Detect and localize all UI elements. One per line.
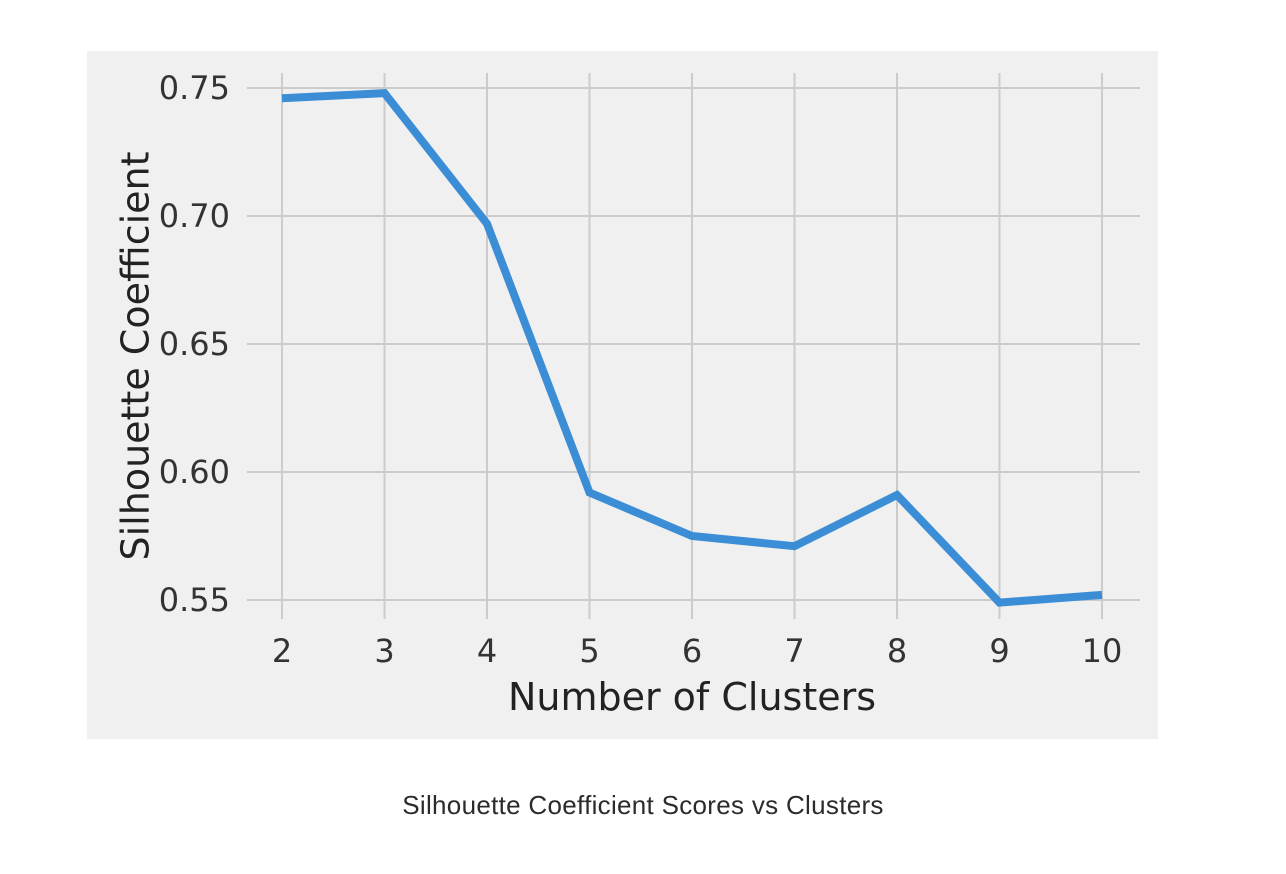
y-tick-label: 0.55 xyxy=(159,581,230,619)
chart-figure: 2 3 4 5 6 7 8 9 10 0.55 0.60 0.65 0.70 0.75 Number o… xyxy=(87,51,1158,739)
x-gridlines xyxy=(281,73,1103,619)
y-tick-label: 0.75 xyxy=(159,69,230,107)
x-tick-label: 4 xyxy=(477,632,497,670)
y-gridlines xyxy=(247,87,1140,601)
x-tick-label: 7 xyxy=(784,632,804,670)
x-tick-label: 3 xyxy=(374,632,394,670)
y-tick-label: 0.65 xyxy=(159,325,230,363)
figure-caption: Silhouette Coefficient Scores vs Cluster… xyxy=(402,790,884,820)
x-axis-label: Number of Clusters xyxy=(508,675,876,719)
x-tick-label: 10 xyxy=(1082,632,1123,670)
x-tick-label: 8 xyxy=(887,632,907,670)
x-tick-label: 6 xyxy=(682,632,702,670)
series-line xyxy=(281,89,1103,607)
y-tick-label: 0.70 xyxy=(159,197,230,235)
y-tick-labels: 0.55 0.60 0.65 0.70 0.75 xyxy=(159,69,230,619)
x-tick-label: 5 xyxy=(579,632,599,670)
y-tick-label: 0.60 xyxy=(159,453,230,491)
x-tick-label: 9 xyxy=(989,632,1009,670)
y-axis-label: Silhouette Coefficient xyxy=(113,151,157,560)
silhouette-line-chart: 2 3 4 5 6 7 8 9 10 0.55 0.60 0.65 0.70 0.75 Number o… xyxy=(113,69,1140,719)
x-tick-label: 2 xyxy=(272,632,292,670)
x-tick-labels: 2 3 4 5 6 7 8 9 10 xyxy=(272,632,1123,670)
